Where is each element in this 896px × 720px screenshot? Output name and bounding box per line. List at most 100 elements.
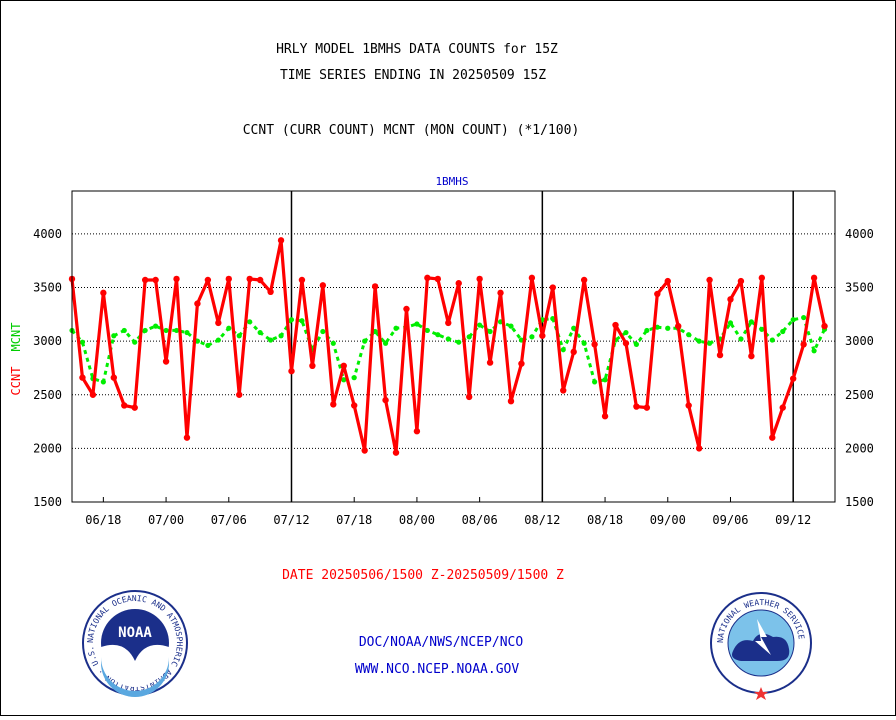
data-point-mcnt bbox=[769, 337, 775, 343]
data-point-ccnt bbox=[758, 274, 766, 282]
data-point-ccnt bbox=[351, 402, 358, 409]
data-point-ccnt bbox=[298, 276, 306, 284]
data-point-ccnt bbox=[288, 367, 295, 375]
data-point-ccnt bbox=[821, 322, 828, 330]
data-point-ccnt bbox=[194, 300, 201, 307]
data-point-mcnt bbox=[623, 329, 629, 336]
y-tick-label-left: 2000 bbox=[33, 441, 62, 455]
chart-title-line3: CCNT (CURR COUNT) MCNT (MON COUNT) (*1/1… bbox=[243, 123, 580, 138]
data-point-mcnt bbox=[226, 325, 232, 331]
data-point-mcnt bbox=[592, 379, 598, 385]
data-point-ccnt bbox=[267, 288, 274, 296]
data-point-mcnt bbox=[288, 317, 295, 323]
data-point-mcnt bbox=[320, 328, 326, 335]
data-point-ccnt bbox=[100, 289, 107, 297]
data-point-ccnt bbox=[497, 289, 504, 297]
data-point-ccnt bbox=[246, 275, 253, 283]
data-point-mcnt bbox=[508, 323, 514, 329]
data-point-ccnt bbox=[455, 280, 462, 287]
x-tick-label: 08/12 bbox=[524, 513, 560, 527]
chart-title-line2: TIME SERIES ENDING IN 20250509 15Z bbox=[280, 68, 546, 83]
data-point-mcnt bbox=[738, 336, 744, 342]
data-point-ccnt bbox=[737, 277, 745, 285]
series-line-mcnt bbox=[70, 316, 826, 384]
x-tick-label: 09/00 bbox=[650, 513, 686, 527]
data-point-ccnt bbox=[424, 274, 431, 282]
data-point-ccnt bbox=[162, 358, 170, 365]
x-tick-label: 07/12 bbox=[273, 513, 309, 527]
data-point-ccnt bbox=[486, 359, 494, 366]
x-tick-label: 09/12 bbox=[775, 513, 811, 527]
noaa-logo: NATIONAL OCEANIC AND ATMOSPHERIC ADMINIS… bbox=[82, 590, 188, 697]
data-point-ccnt bbox=[309, 362, 316, 370]
data-point-mcnt bbox=[351, 375, 357, 381]
data-point-ccnt bbox=[748, 352, 755, 360]
noaa-doc-link[interactable]: DOC/NOAA/NWS/NCEP/NCO bbox=[359, 635, 524, 650]
data-point-ccnt bbox=[539, 332, 546, 339]
chart-title-line1: HRLY MODEL 1BMHS DATA COUNTS for 15Z bbox=[276, 42, 558, 57]
data-point-ccnt bbox=[382, 396, 389, 404]
data-point-mcnt bbox=[748, 319, 754, 325]
data-point-ccnt bbox=[256, 276, 264, 284]
data-point-ccnt bbox=[716, 351, 724, 359]
data-point-ccnt bbox=[727, 296, 734, 303]
data-point-ccnt bbox=[413, 428, 421, 435]
data-point-mcnt bbox=[790, 317, 796, 323]
data-point-ccnt bbox=[695, 445, 703, 452]
data-point-mcnt bbox=[100, 379, 106, 385]
data-point-ccnt bbox=[131, 404, 138, 411]
data-point-mcnt bbox=[132, 339, 138, 345]
data-point-mcnt bbox=[644, 327, 650, 334]
data-point-ccnt bbox=[685, 402, 692, 409]
data-point-mcnt bbox=[278, 333, 284, 339]
data-point-ccnt bbox=[633, 403, 640, 410]
x-tick-label: 08/00 bbox=[399, 513, 435, 527]
series-layer bbox=[68, 237, 828, 456]
x-tick-label: 08/06 bbox=[462, 513, 498, 527]
data-point-mcnt bbox=[780, 328, 786, 335]
data-point-ccnt bbox=[225, 275, 232, 283]
data-point-ccnt bbox=[319, 282, 327, 289]
y-tick-label-right: 4000 bbox=[845, 227, 874, 241]
noaa-logo-text: NOAA bbox=[118, 625, 152, 641]
y-tick-label-left: 2500 bbox=[33, 388, 62, 402]
data-point-ccnt bbox=[769, 434, 776, 441]
tick-layer: 1500 1500 2000 2000 2500 2500 3000 3000 3500 3500… bbox=[33, 227, 874, 527]
data-point-ccnt bbox=[403, 305, 410, 313]
data-point-mcnt bbox=[727, 320, 734, 326]
data-point-mcnt bbox=[173, 327, 180, 334]
y-axis-label-ccnt: CCNT bbox=[9, 367, 23, 396]
data-point-mcnt bbox=[393, 325, 399, 331]
y-tick-label-right: 3000 bbox=[845, 334, 874, 348]
data-point-mcnt bbox=[424, 327, 430, 334]
data-point-ccnt bbox=[675, 322, 682, 330]
x-tick-label: 09/06 bbox=[712, 513, 748, 527]
data-point-ccnt bbox=[706, 276, 713, 284]
data-point-mcnt bbox=[759, 326, 765, 332]
data-point-mcnt bbox=[435, 332, 441, 338]
data-point-mcnt bbox=[79, 339, 86, 345]
data-point-mcnt bbox=[142, 327, 148, 334]
data-point-mcnt bbox=[665, 325, 671, 331]
data-point-ccnt bbox=[622, 340, 630, 347]
data-point-ccnt bbox=[549, 284, 556, 291]
data-point-mcnt bbox=[267, 337, 274, 343]
data-point-mcnt bbox=[581, 340, 587, 346]
data-point-mcnt bbox=[633, 341, 640, 347]
data-point-ccnt bbox=[371, 283, 379, 290]
data-point-mcnt bbox=[330, 340, 336, 346]
data-point-ccnt bbox=[204, 276, 212, 284]
data-point-ccnt bbox=[654, 290, 661, 298]
data-point-mcnt bbox=[801, 314, 807, 321]
data-point-ccnt bbox=[392, 449, 400, 456]
nco-website-link[interactable]: WWW.NCO.NCEP.NOAA.GOV bbox=[355, 662, 520, 677]
data-point-mcnt bbox=[215, 337, 221, 343]
data-point-ccnt bbox=[800, 341, 807, 348]
series-line-ccnt bbox=[70, 238, 827, 455]
data-point-ccnt bbox=[591, 341, 598, 348]
data-point-ccnt bbox=[612, 321, 619, 329]
data-point-mcnt bbox=[111, 333, 117, 339]
data-point-ccnt bbox=[236, 391, 243, 398]
